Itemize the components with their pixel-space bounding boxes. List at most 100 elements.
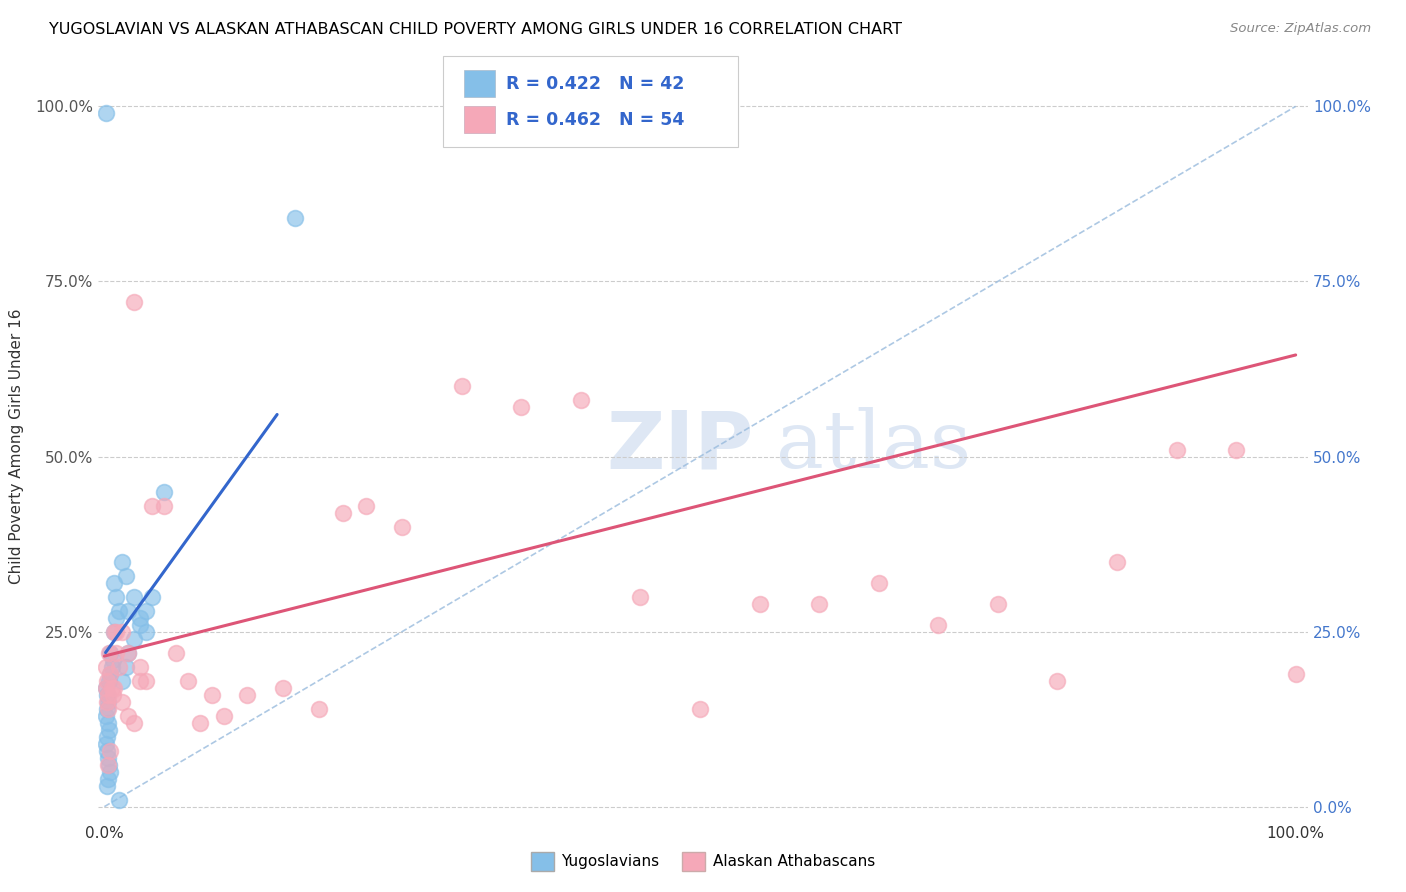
Point (98, 666, 121, 681)
Point (868, 575, 890, 590)
Point (271, 681, 294, 695)
Point (105, 624, 128, 639)
Point (135, 673, 157, 688)
Point (97, 688, 120, 702)
Point (105, 610, 128, 624)
Point (96, 673, 118, 688)
Point (284, 211, 307, 226)
Point (103, 624, 125, 639)
Point (987, 597, 1010, 611)
Point (927, 617, 949, 632)
Point (117, 708, 139, 723)
Point (1225, 442, 1247, 457)
Point (96, 779, 118, 793)
Point (98, 646, 121, 660)
Point (450, 379, 472, 393)
Point (122, 295, 145, 310)
Point (103, 624, 125, 639)
Point (129, 673, 152, 688)
Point (96, 688, 118, 702)
Point (1046, 673, 1069, 688)
Point (114, 568, 136, 582)
Point (107, 792, 129, 806)
Point (153, 499, 176, 513)
Point (107, 659, 129, 673)
Point (236, 688, 259, 702)
Point (117, 646, 139, 660)
Point (748, 597, 770, 611)
Point (94, 659, 117, 673)
Point (98, 646, 121, 660)
Point (111, 673, 134, 688)
Point (97, 772, 120, 786)
Point (129, 659, 152, 673)
Point (103, 681, 125, 695)
Point (212, 708, 235, 723)
Point (129, 610, 152, 624)
Text: atlas: atlas (776, 407, 970, 485)
Point (98, 666, 121, 681)
Point (111, 695, 134, 709)
Point (98, 764, 121, 779)
Point (96, 695, 118, 709)
Point (103, 575, 125, 590)
Text: R = 0.462   N = 54: R = 0.462 N = 54 (506, 111, 685, 128)
Point (94, 737, 117, 751)
Point (98, 673, 121, 688)
Point (1166, 442, 1188, 457)
Legend: Yugoslavians, Alaskan Athabascans: Yugoslavians, Alaskan Athabascans (524, 846, 882, 877)
Point (356, 499, 378, 513)
Point (153, 484, 176, 499)
Point (97, 701, 120, 715)
Point (122, 715, 145, 730)
Point (101, 688, 124, 702)
Point (510, 401, 533, 415)
Point (129, 617, 152, 632)
Point (200, 688, 222, 702)
Point (808, 597, 831, 611)
Point (141, 499, 163, 513)
Point (1105, 555, 1128, 569)
Point (308, 701, 330, 715)
Point (94, 708, 117, 723)
Point (98, 743, 121, 757)
Point (1285, 666, 1308, 681)
Point (141, 590, 163, 604)
Point (97, 757, 120, 772)
Text: Source: ZipAtlas.com: Source: ZipAtlas.com (1230, 22, 1371, 36)
Point (98, 723, 121, 737)
Text: YUGOSLAVIAN VS ALASKAN ATHABASCAN CHILD POVERTY AMONG GIRLS UNDER 16 CORRELATION: YUGOSLAVIAN VS ALASKAN ATHABASCAN CHILD … (49, 22, 903, 37)
Point (94, 681, 117, 695)
Point (122, 632, 145, 646)
Point (177, 673, 200, 688)
Point (391, 519, 413, 533)
Point (94, 106, 117, 120)
Point (97, 750, 120, 764)
Point (630, 590, 652, 604)
Point (165, 646, 187, 660)
Point (96, 743, 118, 757)
Point (97, 715, 120, 730)
Point (98, 757, 121, 772)
Point (97, 695, 120, 709)
Point (122, 590, 145, 604)
Point (689, 701, 711, 715)
Point (135, 603, 157, 617)
Point (94, 681, 117, 695)
Point (101, 652, 124, 666)
Point (105, 590, 128, 604)
Point (117, 646, 139, 660)
Point (107, 603, 129, 617)
Point (114, 659, 136, 673)
Y-axis label: Child Poverty Among Girls Under 16: Child Poverty Among Girls Under 16 (8, 309, 24, 583)
Point (100, 681, 122, 695)
Point (96, 730, 118, 744)
Point (569, 393, 592, 408)
Point (111, 555, 134, 569)
Point (111, 624, 134, 639)
Point (135, 624, 157, 639)
Point (105, 646, 128, 660)
Text: R = 0.422   N = 42: R = 0.422 N = 42 (506, 75, 685, 93)
Point (117, 603, 139, 617)
Point (332, 506, 354, 520)
